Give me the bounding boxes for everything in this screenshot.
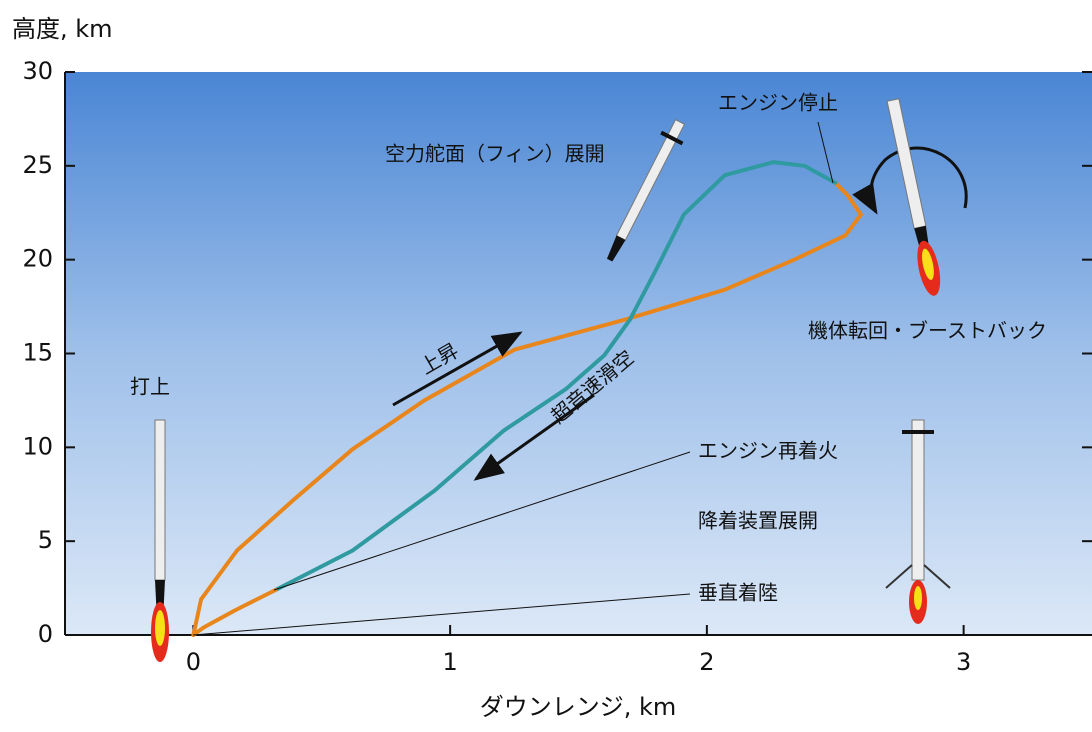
annotation: 空力舵面（フィン）展開 (385, 142, 605, 166)
y-tick-label: 5 (38, 526, 53, 554)
y-tick-label: 0 (38, 620, 53, 648)
y-tick-label: 20 (22, 245, 53, 273)
annotation: 降着装置展開 (698, 509, 818, 533)
x-tick-label: 3 (956, 648, 971, 676)
y-tick-label: 10 (22, 432, 53, 460)
y-tick-label: 30 (22, 57, 53, 85)
y-axis-label: 高度, km (12, 15, 113, 43)
annotation: 打上 (130, 375, 170, 399)
annotation: エンジン停止 (718, 91, 838, 115)
x-tick-label: 2 (699, 648, 714, 676)
annotation: 機体転回・ブーストバック (808, 319, 1047, 343)
y-tick-label: 15 (22, 339, 53, 367)
y-tick-label: 25 (22, 151, 53, 179)
x-tick-label: 1 (442, 648, 457, 676)
annotation: 垂直着陸 (698, 581, 778, 605)
annotation: エンジン再着火 (698, 439, 838, 463)
x-axis-label: ダウンレンジ, km (480, 693, 677, 721)
chart: 0510152025300123 高度, km ダウンレンジ, km 打上 上昇… (0, 0, 1092, 728)
x-tick-label: 0 (186, 648, 201, 676)
page: {"chart_data": {"type": "line", "y_label… (0, 0, 1092, 728)
